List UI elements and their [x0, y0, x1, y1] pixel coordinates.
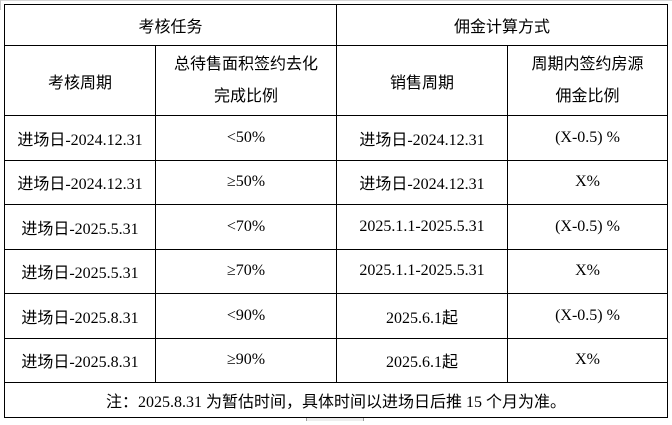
table-cell: 进场日-2024.12.31 [4, 115, 156, 161]
table-cell: 2025.1.1-2025.5.31 [336, 204, 509, 250]
table-cell: 进场日-2024.12.31 [336, 159, 509, 205]
table-row: 进场日-2025.5.31 ≥70% 2025.1.1-2025.5.31 X% [4, 248, 669, 294]
table-cell: <90% [154, 293, 338, 339]
table-row: 进场日-2024.12.31 ≥50% 进场日-2024.12.31 X% [4, 159, 669, 205]
subheader-completion-ratio-line2: 完成比例 [214, 87, 279, 105]
table-row: 进场日-2025.8.31 ≥90% 2025.6.1起 X% [4, 337, 669, 383]
table-row: 进场日-2025.5.31 <70% 2025.1.1-2025.5.31 (X… [4, 204, 669, 250]
table-cell: <50% [154, 115, 338, 161]
header-assessment-task: 考核任务 [3, 4, 338, 46]
table-cell: X% [507, 248, 669, 294]
table-cell: 2025.6.1起 [336, 337, 509, 383]
header-commission-method: 佣金计算方式 [336, 4, 669, 46]
subheader-assessment-period: 考核周期 [4, 45, 156, 116]
table-row: 进场日-2025.8.31 <90% 2025.6.1起 (X-0.5) % [4, 293, 669, 339]
table-cell: ≥90% [154, 337, 338, 383]
table-cell: <70% [154, 204, 338, 250]
table-cell: 2025.6.1起 [336, 293, 509, 339]
table-cell: ≥70% [154, 248, 338, 294]
table-cell: 进场日-2025.5.31 [4, 248, 156, 294]
footnote-text: 注：2025.8.31 为暂估时间，具体时间以进场日后推 15 个月为准。 [3, 382, 669, 418]
subheader-completion-ratio: 总待售面积签约去化 完成比例 [154, 45, 338, 116]
commission-assessment-table: 考核任务 佣金计算方式 考核周期 总待售面积签约去化 完成比例 销售周期 周期内… [3, 4, 669, 418]
table-cell: ≥50% [154, 159, 338, 205]
table-cell: X% [507, 337, 669, 383]
note-row: 注：2025.8.31 为暂估时间，具体时间以进场日后推 15 个月为准。 [3, 382, 669, 418]
subheader-commission-ratio-line1: 周期内签约房源 [531, 55, 644, 73]
subheader-completion-ratio-line1: 总待售面积签约去化 [174, 55, 319, 73]
table-cell: 进场日-2025.8.31 [4, 337, 156, 383]
subheader-sales-period: 销售周期 [336, 45, 509, 116]
table-cell: (X-0.5) % [507, 293, 669, 339]
window-left-edge [0, 0, 1, 10]
table-cell: (X-0.5) % [507, 115, 669, 161]
table-cell: 进场日-2024.12.31 [336, 115, 509, 161]
table-cell: 2025.1.1-2025.5.31 [336, 248, 509, 294]
table-cell: 进场日-2024.12.31 [4, 159, 156, 205]
scrollbar-thumb-fragment[interactable] [306, 418, 364, 421]
window-top-edge [0, 0, 672, 1]
table-cell: 进场日-2025.8.31 [4, 293, 156, 339]
subheader-row: 考核周期 总待售面积签约去化 完成比例 销售周期 周期内签约房源 佣金比例 [4, 45, 669, 116]
header-group-row: 考核任务 佣金计算方式 [3, 4, 669, 46]
table-row: 进场日-2024.12.31 <50% 进场日-2024.12.31 (X-0.… [4, 115, 669, 161]
table-cell: X% [507, 159, 669, 205]
table-cell: 进场日-2025.5.31 [4, 204, 156, 250]
subheader-commission-ratio: 周期内签约房源 佣金比例 [507, 45, 669, 116]
subheader-commission-ratio-line2: 佣金比例 [555, 87, 620, 105]
table-cell: (X-0.5) % [507, 204, 669, 250]
